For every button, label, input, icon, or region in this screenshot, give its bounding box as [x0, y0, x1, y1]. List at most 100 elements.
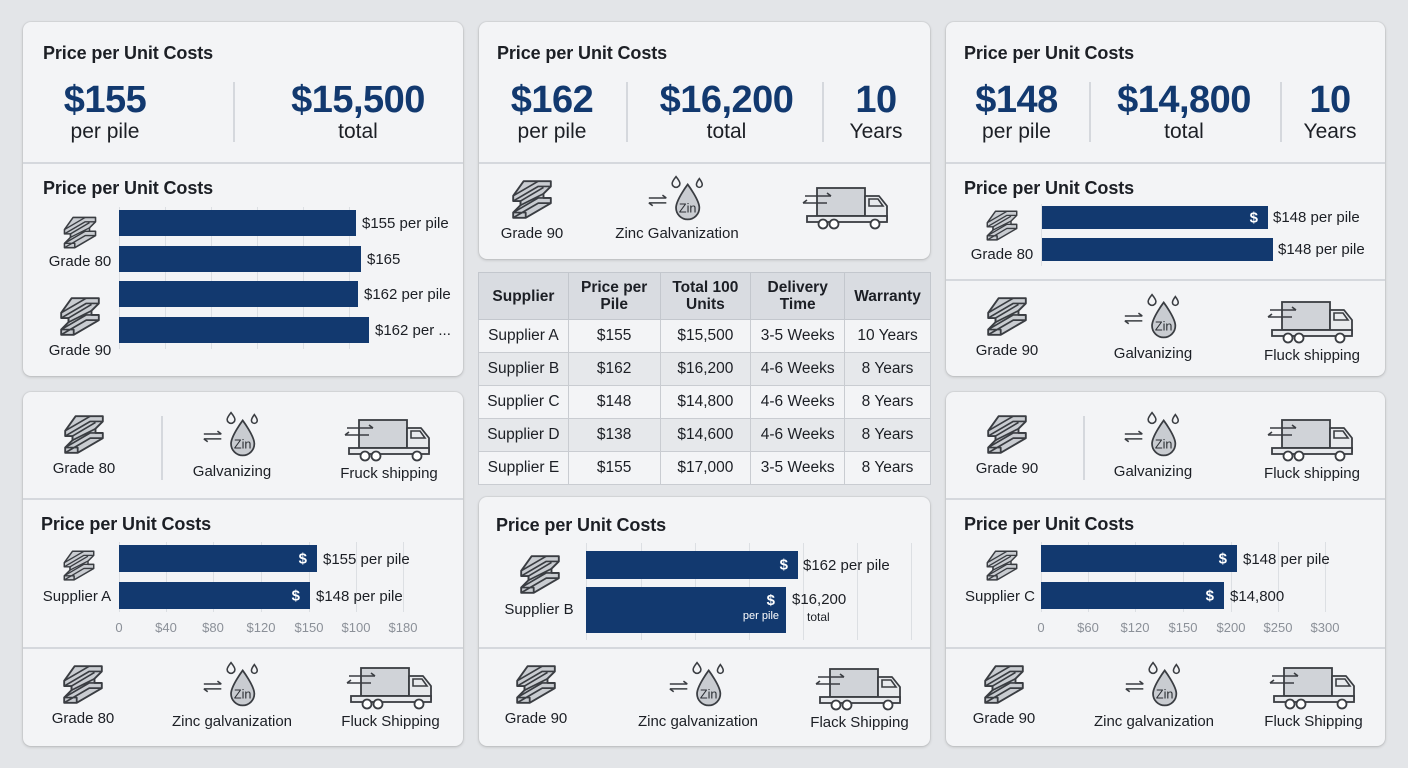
divider	[1083, 416, 1085, 480]
feature-shipping: Fluck Shipping	[333, 664, 448, 730]
gridline	[1183, 542, 1184, 612]
bar[interactable]	[119, 246, 361, 272]
row-label: Supplier C	[964, 588, 1036, 605]
gridline	[166, 542, 167, 612]
dollar-icon: $	[779, 556, 788, 574]
cell-total: $14,600	[659, 418, 752, 452]
steel-beam-icon	[984, 412, 1030, 458]
feature-label: Grade 90	[975, 460, 1039, 477]
bar-sublabel: total	[807, 610, 830, 624]
kpi-label: per pile	[517, 120, 587, 143]
chart-title: Price per Unit Costs	[41, 514, 212, 534]
bar[interactable]	[119, 210, 356, 236]
feature-label: Galvanizing	[1113, 463, 1193, 480]
kpi-label: total	[338, 120, 378, 143]
gridline	[257, 207, 258, 349]
bar-label: $155 per pile	[323, 551, 410, 568]
divider	[23, 162, 463, 164]
bar-label: $165	[367, 251, 401, 268]
table-row[interactable]: Supplier D $138 $14,600 4-6 Weeks 8 Year…	[478, 418, 931, 452]
bar[interactable]	[119, 281, 358, 307]
feature-label: Fluck shipping	[1264, 347, 1360, 364]
bar[interactable]: $	[1041, 545, 1237, 572]
cell-delivery: 4-6 Weeks	[750, 385, 846, 419]
kpi-label: Years	[1303, 120, 1357, 143]
bar[interactable]: $	[1042, 206, 1268, 229]
divider	[479, 647, 930, 649]
feature-grade: Grade 90	[494, 662, 578, 727]
table-row[interactable]: Supplier C $148 $14,800 4-6 Weeks 8 Year…	[478, 385, 931, 419]
column-header: Delivery Time	[750, 272, 846, 320]
feature-label: Zinc galvanization	[637, 713, 759, 730]
kpi-label: per pile	[70, 120, 140, 143]
gridline	[857, 543, 858, 640]
bar-label: $162 per pile	[803, 557, 890, 574]
kpi-label: total	[1164, 120, 1204, 143]
axis-tick: 0	[115, 620, 123, 635]
divider	[946, 162, 1385, 164]
axis-tick: $150	[1168, 620, 1198, 635]
steel-beam-icon	[513, 662, 559, 708]
cell-supplier: Supplier A	[478, 319, 569, 353]
bar-label: $148 per pile	[316, 588, 403, 605]
kpi-title: Price per Unit Costs	[43, 43, 214, 63]
zinc-drop-icon	[1119, 410, 1187, 460]
bar[interactable]	[119, 317, 369, 343]
chart-title: Price per Unit Costs	[964, 514, 1135, 534]
feature-galvanization: Zinc Galvanization	[597, 174, 757, 242]
gridline	[1088, 542, 1089, 612]
feature-galvanization: Zinc galvanization	[629, 660, 767, 730]
steel-beam-icon	[509, 177, 555, 223]
bar[interactable]: $	[119, 545, 317, 572]
feature-label: Flack Shipping	[810, 714, 909, 731]
feature-label: Fluck shipping	[1264, 465, 1360, 482]
feature-label: Zinc Galvanization	[615, 225, 739, 242]
feature-shipping	[797, 184, 897, 232]
kpi-value: $155	[63, 79, 147, 121]
table-row[interactable]: Supplier A $155 $15,500 3-5 Weeks 10 Yea…	[478, 319, 931, 353]
bar[interactable]: $	[119, 582, 310, 609]
table-row[interactable]: Supplier E $155 $17,000 3-5 Weeks 8 Year…	[478, 451, 931, 485]
bar[interactable]: $	[1041, 582, 1224, 609]
feature-shipping: Fluck shipping	[1256, 298, 1368, 364]
column-header: Supplier	[478, 272, 569, 320]
bar[interactable]: $	[586, 551, 798, 579]
gridline	[119, 207, 120, 349]
gridline	[349, 207, 350, 349]
kpi-title: Price per Unit Costs	[964, 43, 1135, 63]
feature-shipping: Fruck shipping	[333, 416, 445, 482]
table-row[interactable]: Supplier B $162 $16,200 4-6 Weeks 8 Year…	[478, 352, 931, 386]
gridline	[261, 542, 262, 612]
cell-total: $17,000	[659, 451, 752, 485]
feature-grade: Grade 90	[966, 412, 1048, 477]
steel-beam-icon	[984, 294, 1030, 340]
bar[interactable]: $ per pile	[586, 587, 786, 633]
gridline	[1278, 542, 1279, 612]
bar-label: $162 per pile	[364, 286, 451, 303]
zinc-drop-icon	[198, 660, 266, 710]
bar-label: $148 per pile	[1273, 209, 1360, 226]
axis-line	[1041, 204, 1042, 266]
supplier-comparison-table: Supplier Price per Pile Total 100 Units …	[478, 272, 931, 485]
cell-total: $16,200	[659, 352, 752, 386]
axis-tick: $120	[1120, 620, 1150, 635]
bar-label: $148 per pile	[1243, 551, 1330, 568]
card-grade-comparison: Price per Unit Costs $155 per pile $15,5…	[23, 22, 463, 376]
cell-price: $155	[567, 451, 661, 485]
gridline	[1231, 542, 1232, 612]
axis-tick: $300	[1310, 620, 1340, 635]
bar[interactable]	[1042, 238, 1273, 261]
feature-label: Grade 90	[500, 225, 564, 242]
kpi-value: $162	[510, 79, 594, 121]
gridline	[165, 207, 166, 349]
chart-title: Price per Unit Costs	[496, 515, 667, 535]
column-header: Total 100 Units	[659, 272, 752, 320]
dollar-icon: $	[291, 587, 300, 604]
steel-beam-icon	[60, 662, 106, 708]
column-header: Price per Pile	[567, 272, 661, 320]
divider	[23, 647, 463, 649]
kpi-total: $14,800 total	[1104, 80, 1264, 144]
bar-label: $148 per pile	[1278, 241, 1365, 258]
truck-icon	[1268, 664, 1360, 712]
divider	[161, 416, 163, 480]
